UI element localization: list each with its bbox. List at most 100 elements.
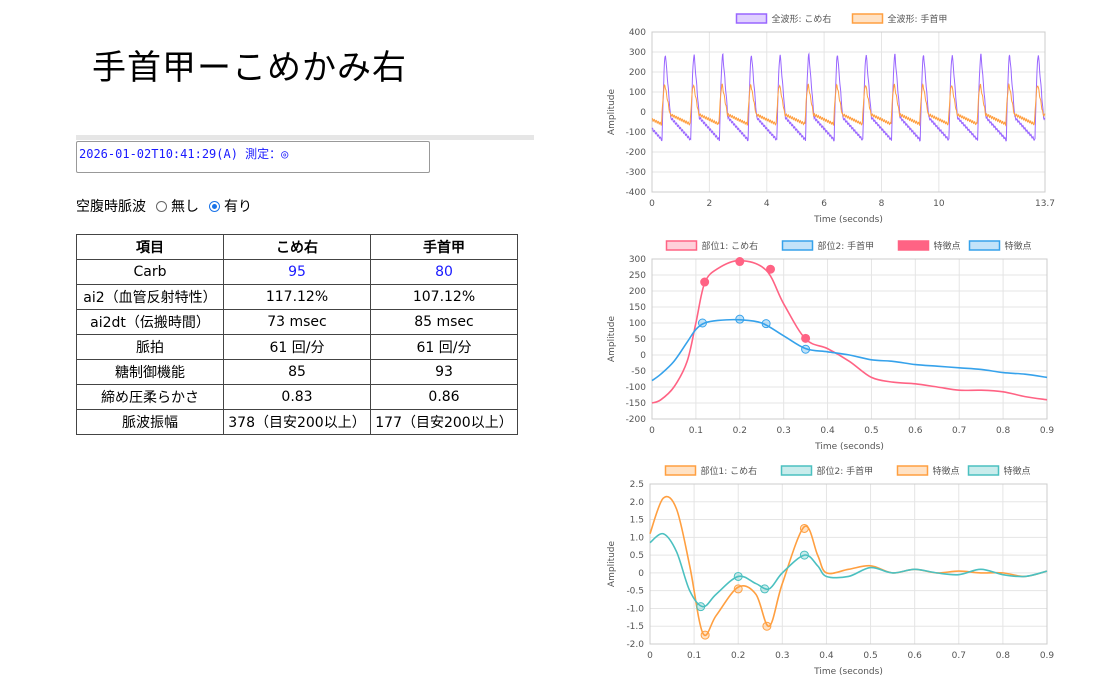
fasting-label: 空腹時脈波 [76, 199, 146, 215]
legend-swatch [735, 13, 768, 24]
cell-value: 107.12% [370, 284, 518, 310]
legend-swatch [780, 465, 813, 476]
x-tick-label: 0.6 [908, 426, 923, 436]
feature-point [735, 314, 745, 324]
y-tick-label: -1.5 [626, 622, 644, 632]
legend-label: 部位1: こめ右 [702, 240, 759, 252]
y-tick-label: 100 [629, 88, 646, 98]
legend-label: 全波形: こめ右 [772, 13, 832, 25]
measurement-log[interactable] [76, 141, 430, 173]
y-tick-label: 100 [629, 319, 646, 329]
y-tick-label: -100 [626, 383, 647, 393]
legend-swatch [896, 465, 929, 476]
y-tick-label: 0 [640, 108, 646, 118]
table-row: ai2（血管反射特性） 117.12% 107.12% [76, 284, 518, 310]
feature-point [762, 621, 772, 631]
cell-value: 117.12% [223, 284, 371, 310]
series-line [649, 495, 1048, 637]
feature-point [801, 344, 811, 354]
feature-point [735, 257, 745, 267]
y-tick-label: 250 [629, 271, 646, 281]
y-tick-label: -200 [626, 415, 647, 425]
feature-point [799, 523, 809, 533]
x-tick-label: 10 [933, 199, 945, 209]
y-tick-label: -300 [626, 168, 647, 178]
y-tick-label: 1.0 [630, 533, 645, 543]
x-tick-label: 0.9 [1040, 651, 1055, 661]
x-tick-label: 4 [764, 199, 770, 209]
fasting-none-radio[interactable] [156, 200, 167, 212]
row-label: 糖制御機能 [76, 359, 224, 385]
feature-point [799, 550, 809, 560]
legend-label: 特徴点 [1004, 465, 1031, 477]
results-table: 項目 こめ右 手首甲 Carb 95 80 ai2（血管反射特性） 117.12… [76, 234, 518, 435]
fasting-pulse-group: 空腹時脈波 無し 有り [76, 196, 252, 216]
carb-temple-value: 95 [223, 259, 371, 285]
x-tick-label: 0.1 [689, 426, 703, 436]
feature-point [733, 584, 743, 594]
cell-value: 177（目安200以上） [370, 409, 518, 435]
x-tick-label: 0.9 [1040, 426, 1055, 436]
legend-swatch [967, 465, 1000, 476]
x-tick-label: 0 [647, 651, 653, 661]
legend-swatch [664, 465, 697, 476]
legend-swatch [781, 240, 814, 251]
top-divider [76, 135, 534, 140]
series-line [649, 532, 1048, 608]
x-tick-label: 0.4 [819, 651, 834, 661]
y-tick-label: 0 [640, 351, 646, 361]
series-line [651, 259, 1048, 404]
x-tick-label: 0 [649, 199, 655, 209]
cell-value: 0.83 [223, 384, 371, 410]
cell-value: 85 msec [370, 309, 518, 335]
y-tick-label: 150 [629, 303, 646, 313]
row-label: 締め圧柔らかさ [76, 384, 224, 410]
series-line [651, 83, 1046, 127]
x-tick-label: 2 [707, 199, 713, 209]
x-axis-label: Time (seconds) [814, 442, 884, 452]
fasting-yes-label[interactable]: 有り [224, 199, 252, 215]
legend-label: 特徴点 [933, 465, 960, 477]
y-tick-label: -200 [626, 148, 647, 158]
cell-value: 85 [223, 359, 371, 385]
legend-label: 部位2: 手首甲 [818, 240, 875, 252]
feature-point [697, 318, 707, 328]
x-axis-label: Time (seconds) [813, 215, 883, 225]
x-tick-label: 8 [879, 199, 885, 209]
feature-point [733, 571, 743, 581]
table-row: ai2dt（伝搬時間） 73 msec 85 msec [76, 309, 518, 335]
derivative-waveform-chart: 2.52.01.51.00.50-0.5-1.0-1.5-2.00 0.1 0.2 0… [607, 465, 1055, 677]
x-tick-label: 0.2 [731, 651, 745, 661]
y-tick-label: -100 [626, 128, 647, 138]
fasting-yes-radio[interactable] [209, 200, 220, 212]
legend-label: 特徴点 [1005, 240, 1032, 252]
y-tick-label: 1.5 [630, 516, 644, 526]
row-label: 脈波振幅 [76, 409, 224, 435]
col-header-wrist: 手首甲 [370, 234, 518, 260]
y-axis-label: Amplitude [607, 88, 617, 135]
row-label: Carb [76, 259, 224, 285]
y-tick-label: 0 [638, 569, 644, 579]
feature-point [761, 319, 771, 329]
table-row: 脈拍 61 回/分 61 回/分 [76, 334, 518, 360]
x-tick-label: 0.7 [952, 651, 966, 661]
x-tick-label: 0.4 [820, 426, 835, 436]
y-tick-label: 300 [629, 255, 646, 265]
legend-swatch [968, 240, 1001, 251]
legend-swatch [665, 240, 698, 251]
series-line [651, 318, 1048, 382]
y-tick-label: 2.5 [630, 480, 644, 490]
fasting-none-label[interactable]: 無し [171, 199, 199, 215]
row-label: 脈拍 [76, 334, 224, 360]
legend-label: 全波形: 手首甲 [888, 13, 948, 25]
cell-value: 93 [370, 359, 518, 385]
legend-label: 特徴点 [934, 240, 961, 252]
y-tick-label: 400 [629, 28, 646, 38]
legend-label: 部位2: 手首甲 [817, 465, 874, 477]
page-title: 手首甲ーこめかみ右 [92, 48, 407, 88]
y-tick-label: -1.0 [626, 604, 644, 614]
plot-frame [649, 483, 1048, 645]
y-tick-label: 200 [629, 287, 646, 297]
y-tick-label: 300 [629, 48, 646, 58]
